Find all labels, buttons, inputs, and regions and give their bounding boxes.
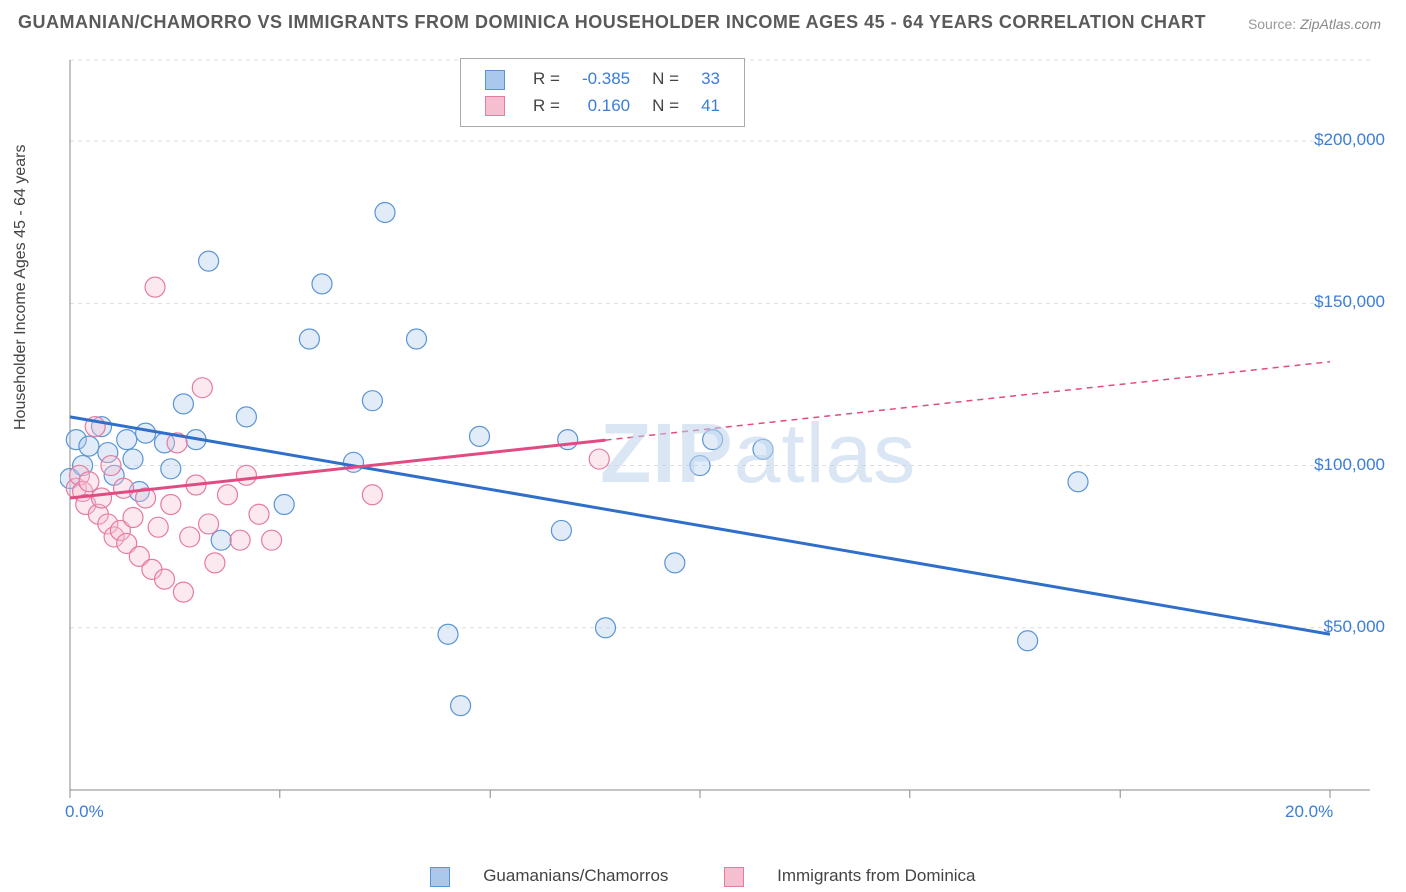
data-point-guamanians: [299, 329, 319, 349]
data-point-guamanians: [211, 530, 231, 550]
legend-r-label: R =: [523, 94, 570, 119]
source-attribution: Source: ZipAtlas.com: [1248, 16, 1381, 32]
data-point-guamanians: [690, 456, 710, 476]
data-point-dominica: [262, 530, 282, 550]
data-point-dominica: [173, 582, 193, 602]
data-point-guamanians: [161, 459, 181, 479]
y-tick-label: $100,000: [1314, 455, 1385, 475]
data-point-guamanians: [117, 430, 137, 450]
legend-n-label: N =: [642, 67, 689, 92]
data-point-dominica: [199, 514, 219, 534]
data-point-guamanians: [136, 423, 156, 443]
legend-r-value-dominica: 0.160: [572, 94, 640, 119]
trendline-dashed-dominica: [606, 362, 1331, 440]
data-point-dominica: [114, 478, 134, 498]
legend-n-value-guamanians: 33: [691, 67, 730, 92]
data-point-dominica: [589, 449, 609, 469]
data-point-dominica: [161, 494, 181, 514]
data-point-guamanians: [470, 426, 490, 446]
data-point-dominica: [236, 465, 256, 485]
data-point-dominica: [192, 378, 212, 398]
legend-item-guamanians: Guamanians/Chamorros: [416, 866, 682, 885]
data-point-dominica: [180, 527, 200, 547]
data-point-guamanians: [1018, 631, 1038, 651]
data-point-guamanians: [173, 394, 193, 414]
legend-r-value-guamanians: -0.385: [572, 67, 640, 92]
chart-title: GUAMANIAN/CHAMORRO VS IMMIGRANTS FROM DO…: [18, 12, 1206, 33]
legend-r-label: R =: [523, 67, 570, 92]
data-point-dominica: [249, 504, 269, 524]
data-point-dominica: [92, 488, 112, 508]
data-point-dominica: [218, 485, 238, 505]
y-tick-label: $200,000: [1314, 130, 1385, 150]
data-point-guamanians: [79, 436, 99, 456]
chart-area: ZIPatlas R =-0.385N =33R =0.160N =41 $50…: [60, 50, 1380, 820]
data-point-guamanians: [274, 494, 294, 514]
trendline-dominica: [70, 440, 606, 498]
legend-item-dominica: Immigrants from Dominica: [710, 866, 989, 885]
data-point-guamanians: [438, 624, 458, 644]
scatter-chart-svg: [60, 50, 1380, 820]
legend-n-value-dominica: 41: [691, 94, 730, 119]
data-point-guamanians: [123, 449, 143, 469]
legend-correlation-box: R =-0.385N =33 R =0.160N =41: [460, 58, 745, 127]
data-point-dominica: [101, 456, 121, 476]
y-axis-label: Householder Income Ages 45 - 64 years: [12, 145, 30, 431]
data-point-guamanians: [312, 274, 332, 294]
data-point-guamanians: [558, 430, 578, 450]
legend-bottom: Guamanians/Chamorros Immigrants from Dom…: [0, 866, 1406, 887]
data-point-guamanians: [236, 407, 256, 427]
legend-n-label: N =: [642, 94, 689, 119]
data-point-guamanians: [753, 439, 773, 459]
legend-label-guamanians: Guamanians/Chamorros: [483, 866, 668, 885]
x-tick-label: 20.0%: [1285, 802, 1333, 822]
source-label: Source:: [1248, 16, 1296, 32]
legend-label-dominica: Immigrants from Dominica: [777, 866, 975, 885]
y-tick-label: $50,000: [1324, 617, 1385, 637]
data-point-guamanians: [451, 696, 471, 716]
data-point-guamanians: [703, 430, 723, 450]
trendline-guamanians: [70, 417, 1330, 634]
data-point-dominica: [123, 507, 143, 527]
source-value: ZipAtlas.com: [1300, 16, 1381, 32]
legend-swatch-guamanians: [485, 70, 505, 90]
legend-swatch-bottom-dominica: [724, 867, 744, 887]
legend-swatch-bottom-guamanians: [430, 867, 450, 887]
data-point-dominica: [362, 485, 382, 505]
x-tick-label: 0.0%: [65, 802, 104, 822]
data-point-guamanians: [1068, 472, 1088, 492]
data-point-dominica: [145, 277, 165, 297]
data-point-guamanians: [375, 202, 395, 222]
data-point-guamanians: [407, 329, 427, 349]
data-point-dominica: [148, 517, 168, 537]
y-tick-label: $150,000: [1314, 292, 1385, 312]
legend-swatch-dominica: [485, 96, 505, 116]
data-point-guamanians: [596, 618, 616, 638]
data-point-dominica: [79, 472, 99, 492]
data-point-guamanians: [199, 251, 219, 271]
data-point-dominica: [155, 569, 175, 589]
data-point-guamanians: [362, 391, 382, 411]
data-point-dominica: [205, 553, 225, 573]
data-point-dominica: [230, 530, 250, 550]
data-point-guamanians: [551, 520, 571, 540]
data-point-guamanians: [665, 553, 685, 573]
